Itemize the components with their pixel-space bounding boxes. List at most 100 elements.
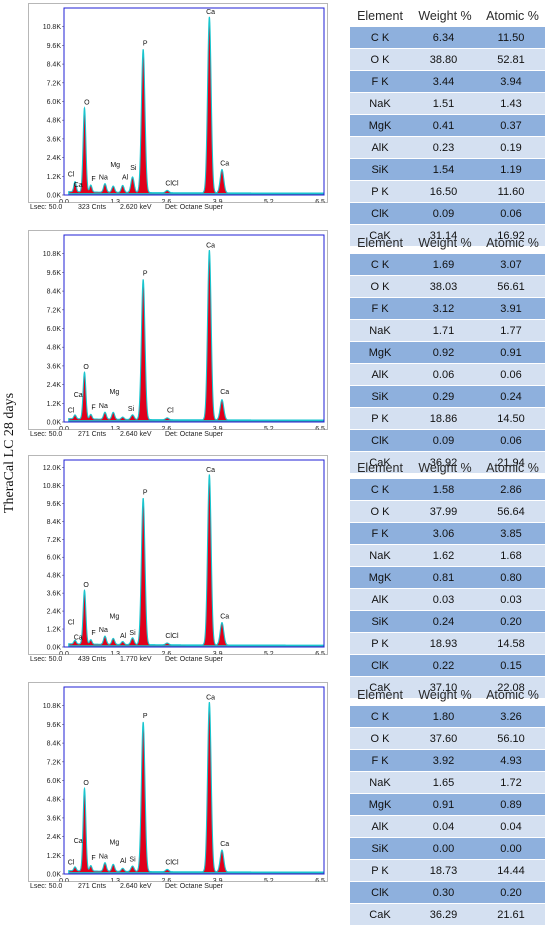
x-tick-label: 2.6 [162, 651, 172, 655]
weight-cell: 37.99 [429, 505, 458, 518]
weight-cell: 36.29 [429, 908, 458, 921]
x-tick-label: 2.6 [162, 878, 172, 882]
element-cell: CaK [369, 908, 391, 921]
atomic-cell: 11.60 [497, 185, 525, 198]
eds-spectrum-chart: 0.0K 1.2K 2.4K 3.6K 4.8K 6.0K 7.2K 8.4K 9.6K 10.8… [28, 682, 328, 882]
atomic-cell: 2.86 [500, 483, 522, 496]
y-tick-label: 8.4K [47, 289, 62, 296]
y-tick-label: 0.0K [47, 645, 62, 652]
x-tick-label: 0.0 [59, 199, 69, 203]
column-header: Element [357, 9, 403, 23]
atomic-cell: 11.50 [497, 31, 525, 44]
y-tick-label: 4.8K [47, 118, 62, 125]
atomic-cell: 3.94 [500, 75, 522, 88]
y-tick-label: 4.8K [47, 797, 62, 804]
status-lsec: Lsec: 50.0 [30, 883, 63, 890]
peak-label: Ca [74, 838, 83, 845]
plot-frame [63, 7, 325, 196]
element-cell: C K [370, 483, 390, 496]
y-tick-label: 3.6K [47, 363, 62, 370]
y-tick-label: 9.6K [47, 43, 62, 50]
atomic-cell: 3.07 [500, 258, 522, 271]
weight-cell: 37.10 [429, 681, 458, 694]
table-row: O K 37.60 56.10 [350, 728, 545, 750]
peak-label: F [91, 176, 95, 183]
weight-cell: 0.09 [432, 207, 455, 220]
peak-label: Ca [220, 614, 229, 621]
weight-cell: 18.93 [429, 637, 458, 650]
y-tick-label: 10.8K [43, 251, 62, 258]
table-row: AlK 0.03 0.03 [350, 589, 545, 611]
eds-panel-2: 0.0K 1.2K 2.4K 3.6K 4.8K 6.0K 7.2K 8.4K 9.6K 10.8… [28, 230, 328, 445]
element-cell: O K [370, 53, 390, 66]
weight-cell: 3.92 [432, 754, 455, 767]
x-tick-label: 6.5 [315, 651, 325, 655]
y-tick-label: 3.6K [47, 591, 62, 598]
weight-cell: 1.62 [432, 549, 455, 562]
peak-label: Cl [167, 408, 174, 415]
y-tick-label: 9.6K [47, 501, 62, 508]
element-cell: ClK [371, 207, 389, 220]
y-tick-label: 8.4K [47, 62, 62, 69]
weight-cell: 1.65 [432, 776, 455, 789]
table-row: MgK 0.91 0.89 [350, 794, 545, 816]
eds-spectrum-chart: 0.0K 1.2K 2.4K 3.6K 4.8K 6.0K 7.2K 8.4K 9.6K 10.8… [28, 455, 328, 655]
x-tick-label: 6.5 [315, 199, 325, 203]
peak-label: Cl [68, 171, 75, 178]
weight-cell: 3.06 [432, 527, 455, 540]
x-tick-label: 1.3 [110, 426, 120, 430]
plot-frame [63, 686, 325, 875]
peak-label: F [91, 855, 95, 862]
table-row: MgK 0.41 0.37 [350, 115, 545, 137]
atomic-cell: 0.20 [500, 615, 522, 628]
element-cell: F K [371, 527, 389, 540]
peak-label: Ca [206, 242, 215, 249]
x-tick-label: 1.3 [110, 651, 120, 655]
element-cell: SiK [371, 390, 389, 403]
weight-cell: 0.41 [432, 119, 455, 132]
peak-label: Na [99, 174, 108, 181]
table-row: AlK 0.23 0.19 [350, 137, 545, 159]
x-tick-label: 5.2 [264, 199, 274, 203]
weight-cell: 1.58 [432, 483, 455, 496]
peak-label: P [143, 271, 148, 278]
element-cell: AlK [371, 593, 389, 606]
peak-label: Ca [206, 467, 215, 474]
peak-label: P [143, 713, 148, 720]
y-tick-label: 8.4K [47, 519, 62, 526]
status-cnts: 271 Cnts [78, 883, 107, 890]
table-row: SiK 1.54 1.19 [350, 159, 545, 181]
y-tick-label: 7.2K [47, 80, 62, 87]
atomic-cell: 1.68 [500, 549, 522, 562]
element-cell: MgK [368, 798, 392, 811]
peak-label: P [143, 489, 148, 496]
y-tick-label: 9.6K [47, 270, 62, 277]
x-tick-label: 1.3 [110, 878, 120, 882]
y-tick-label: 3.6K [47, 815, 62, 822]
peak-label: F [91, 630, 95, 637]
element-cell: F K [371, 75, 389, 88]
status-lsec: Lsec: 50.0 [30, 204, 63, 211]
x-tick-label: 5.2 [264, 426, 274, 430]
table-row: F K 3.06 3.85 [350, 523, 545, 545]
element-cell: C K [370, 710, 390, 723]
table-row: SiK 0.24 0.20 [350, 611, 545, 633]
peak-label: Ca [220, 160, 229, 167]
table-row: SiK 0.00 0.00 [350, 838, 545, 860]
status-cnts: 439 Cnts [78, 656, 107, 663]
atomic-cell: 14.50 [497, 412, 525, 425]
status-det: Det: Octane Super [165, 656, 223, 663]
atomic-cell: 0.91 [500, 346, 522, 359]
panel-border [28, 682, 328, 882]
y-tick-label: 7.2K [47, 307, 62, 314]
table-row: F K 3.92 4.93 [350, 750, 545, 772]
atomic-cell: 3.85 [500, 527, 522, 540]
peak-label: Na [99, 403, 108, 410]
weight-cell: 36.92 [429, 456, 458, 469]
element-cell: ClK [371, 886, 389, 899]
element-cell: CaK [369, 681, 391, 694]
weight-cell: 0.29 [432, 390, 455, 403]
plot-frame [63, 234, 325, 423]
peak-label: Mg [110, 162, 120, 169]
status-det: Det: Octane Super [165, 431, 223, 438]
